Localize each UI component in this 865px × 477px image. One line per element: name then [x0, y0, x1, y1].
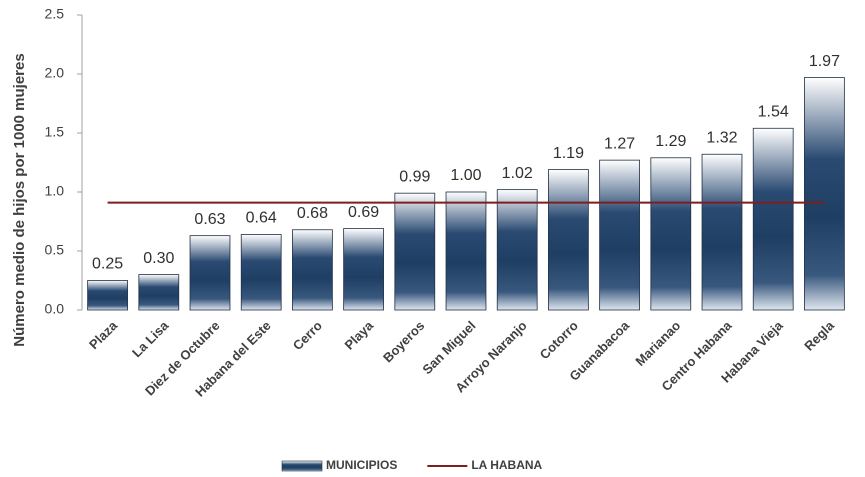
- value-label: 0.30: [143, 250, 174, 267]
- value-label: 0.64: [246, 210, 277, 227]
- value-label: 1.29: [655, 133, 686, 150]
- value-label: 1.27: [604, 135, 635, 152]
- y-tick-label: 0.5: [45, 242, 65, 258]
- x-tick-label: Playa: [342, 317, 377, 352]
- bar: [445, 191, 487, 311]
- x-tick-label: Cotorro: [537, 318, 581, 362]
- x-tick-label: Boyeros: [380, 318, 427, 365]
- value-label: 1.00: [450, 167, 481, 184]
- value-label: 0.69: [348, 204, 379, 221]
- bar: [496, 189, 538, 311]
- value-label: 0.25: [92, 256, 123, 273]
- legend-swatch: [281, 460, 323, 472]
- bar: [292, 229, 333, 311]
- bar: [343, 228, 384, 311]
- y-tick-label: 2.5: [45, 6, 65, 22]
- y-axis-title: Número medio de hijos por 1000 mujeres: [11, 53, 28, 346]
- value-label: 0.99: [399, 168, 430, 185]
- bar: [752, 127, 794, 311]
- legend-label: MUNICIPIOS: [326, 458, 397, 472]
- value-label: 0.63: [194, 211, 225, 228]
- value-label: 1.02: [502, 165, 533, 182]
- bar: [804, 77, 845, 311]
- value-label: 1.97: [809, 53, 840, 70]
- y-tick-label: 1.5: [45, 124, 65, 140]
- x-tick-label: Cerro: [290, 318, 325, 353]
- y-tick-label: 1.0: [45, 183, 65, 199]
- bar: [394, 192, 436, 311]
- value-label: 0.68: [297, 205, 328, 222]
- bar: [701, 153, 743, 311]
- bar: [650, 157, 692, 311]
- x-tick-label: Regla: [801, 317, 837, 353]
- x-tick-label: Plaza: [86, 317, 121, 352]
- bar: [87, 280, 128, 311]
- bar: [240, 234, 282, 311]
- bar: [138, 274, 180, 311]
- value-label: 1.19: [553, 145, 584, 162]
- value-label: 1.32: [706, 129, 737, 146]
- bar: [189, 235, 231, 311]
- y-tick-label: 2.0: [45, 65, 65, 81]
- legend-label: LA HABANA: [471, 458, 542, 472]
- bar: [599, 159, 640, 311]
- value-label: 1.54: [758, 103, 789, 120]
- x-tick-label: Marianao: [632, 318, 683, 369]
- bar: [548, 169, 589, 311]
- y-tick-label: 0.0: [45, 301, 65, 317]
- x-tick-label: La Lisa: [129, 317, 172, 360]
